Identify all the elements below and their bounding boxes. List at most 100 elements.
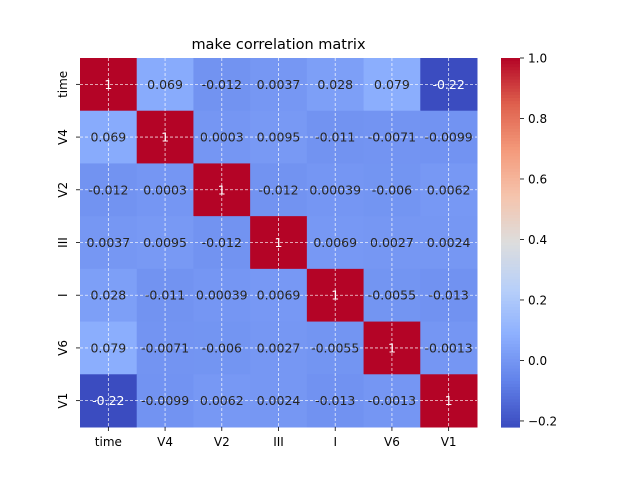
colorbar-segment	[501, 304, 520, 308]
colorbar-segment	[501, 257, 520, 262]
cell-annotation-3-2: -0.012	[202, 235, 242, 250]
colorbar-segment	[501, 88, 520, 93]
colorbar-segment	[501, 420, 520, 425]
cell-annotation-0-3: 0.0037	[257, 77, 301, 92]
colorbar-segment	[501, 297, 520, 302]
colorbar-segment	[501, 368, 520, 373]
cell-annotation-4-0: 0.028	[90, 288, 126, 303]
colorbar-segment	[501, 162, 520, 167]
colorbar-segment	[501, 217, 520, 222]
cell-annotation-5-6: -0.0013	[425, 340, 473, 355]
cell-annotation-3-0: 0.0037	[86, 235, 130, 250]
cell-annotation-1-5: -0.0071	[368, 130, 416, 145]
colorbar-segment	[501, 128, 520, 133]
cell-annotation-6-4: -0.013	[315, 393, 355, 408]
colorbar-segment	[501, 165, 520, 170]
colorbar-segment	[501, 227, 520, 231]
colorbar-segment	[501, 73, 520, 78]
colorbar-segment	[501, 417, 520, 422]
cell-annotation-3-4: 0.0069	[313, 235, 357, 250]
x-tick-label-5: V6	[384, 435, 400, 449]
colorbar-segment	[501, 214, 520, 219]
colorbar-segment	[501, 411, 520, 416]
colorbar-segment	[501, 82, 520, 87]
colorbar-segment	[501, 267, 520, 271]
colorbar-segment	[501, 184, 520, 188]
colorbar-segment	[501, 168, 520, 173]
colorbar-segment	[501, 97, 520, 102]
colorbar-tick-label-0: −0.2	[528, 414, 557, 428]
colorbar-segment	[501, 208, 520, 213]
colorbar-segment	[501, 325, 520, 330]
cell-annotation-3-3: 1	[275, 235, 283, 250]
cell-annotation-2-4: 0.00039	[309, 182, 361, 197]
colorbar-segment	[501, 224, 520, 228]
colorbar-segment	[501, 356, 520, 360]
cell-annotation-6-5: -0.0013	[368, 393, 416, 408]
colorbar-segment	[501, 70, 520, 74]
colorbar-segment	[501, 150, 520, 154]
cell-annotation-2-1: 0.0003	[143, 182, 187, 197]
colorbar-segment	[501, 199, 520, 204]
colorbar-segment	[501, 76, 520, 81]
colorbar-segment	[501, 423, 520, 428]
colorbar-segment	[501, 276, 520, 280]
colorbar-segment	[501, 331, 520, 336]
colorbar-segment	[501, 359, 520, 364]
y-tick-label-1: V4	[56, 129, 70, 145]
colorbar-tick-label-3: 0.4	[528, 233, 547, 247]
x-tick-label-1: V4	[157, 435, 173, 449]
y-tick-label-3: III	[56, 237, 70, 248]
colorbar-segment	[501, 131, 520, 136]
colorbar-segment	[501, 310, 520, 314]
colorbar-segment	[501, 307, 520, 311]
cell-annotation-0-6: -0.22	[432, 77, 464, 92]
colorbar-segment	[501, 159, 520, 164]
cell-annotation-5-3: 0.0027	[257, 340, 301, 355]
colorbar-segment	[501, 141, 520, 145]
colorbar-segment	[501, 408, 520, 413]
cell-annotation-2-2: 1	[218, 182, 226, 197]
colorbar-segment	[501, 196, 520, 201]
colorbar-segment	[501, 211, 520, 216]
colorbar-segment	[501, 202, 520, 207]
cell-annotation-5-2: -0.006	[202, 340, 242, 355]
cell-annotation-6-2: 0.0062	[200, 393, 244, 408]
cell-annotation-6-6: 1	[445, 393, 453, 408]
colorbar-segment	[501, 125, 520, 130]
chart-title: make correlation matrix	[191, 37, 366, 53]
colorbar-segment	[501, 383, 520, 388]
colorbar-segment	[501, 153, 520, 157]
colorbar-tick-label-5: 0.8	[528, 112, 547, 126]
colorbar-segment	[501, 177, 520, 182]
colorbar-segment	[501, 134, 520, 139]
colorbar-segment	[501, 322, 520, 327]
colorbar-segment	[501, 362, 520, 367]
colorbar-segment	[501, 116, 520, 121]
x-axis: time V4 V2 III I V6 V1	[95, 427, 457, 449]
cell-annotation-2-0: -0.012	[88, 182, 128, 197]
colorbar-segment	[501, 85, 520, 90]
colorbar-tick-label-6: 1.0	[528, 52, 547, 66]
colorbar-segment	[501, 340, 520, 345]
colorbar-segment	[501, 171, 520, 176]
cell-annotation-4-4: 1	[331, 288, 339, 303]
colorbar-segment	[501, 230, 520, 234]
colorbar-segment	[501, 377, 520, 382]
cell-annotation-5-1: -0.0071	[141, 340, 189, 355]
colorbar-segment	[501, 190, 520, 194]
cell-annotation-0-1: 0.069	[147, 77, 183, 92]
cell-annotation-5-5: 1	[388, 340, 396, 355]
cell-annotation-3-6: 0.0024	[427, 235, 471, 250]
colorbar-segment	[501, 254, 520, 259]
x-tick-label-3: III	[273, 435, 284, 449]
cell-annotation-0-5: 0.079	[374, 77, 410, 92]
colorbar-segment	[501, 119, 520, 124]
colorbar-segment	[501, 393, 520, 397]
cell-annotation-1-4: -0.011	[315, 130, 355, 145]
colorbar-segment	[501, 353, 520, 357]
colorbar-segment	[501, 380, 520, 385]
colorbar-segment	[501, 387, 520, 391]
cell-annotation-1-2: 0.0003	[200, 130, 244, 145]
colorbar-segment	[501, 414, 520, 419]
